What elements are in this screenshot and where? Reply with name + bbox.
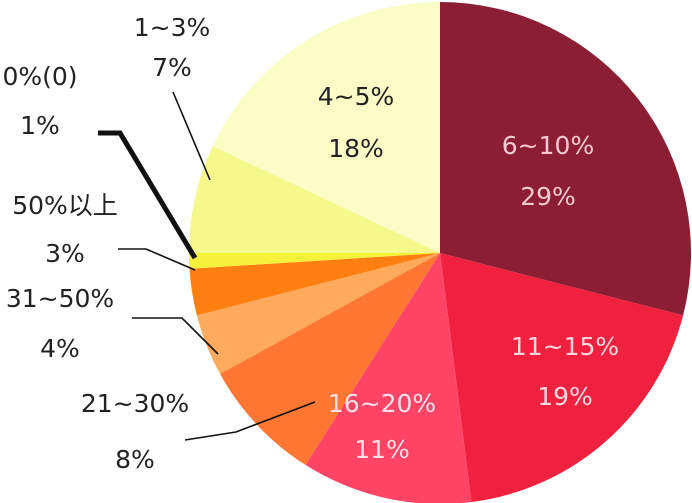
- pie-slice: [440, 253, 684, 503]
- pie-slice: [220, 253, 440, 465]
- pie-slice: [189, 253, 440, 316]
- slice-value-label: 18%: [328, 134, 384, 163]
- pie-slice: [189, 253, 440, 269]
- pie-slices: [189, 2, 691, 503]
- slice-value-label: 4%: [40, 334, 80, 363]
- slice-category-label: 11~15%: [511, 332, 619, 361]
- slice-labels: 6~10% 29% 11~15% 19% 16~20% 11% 21~30% 8% 31~50%…: [2, 13, 619, 474]
- leader-line: [172, 91, 211, 181]
- leader-line: [132, 317, 219, 355]
- slice-category-label: 50%以上: [12, 191, 118, 220]
- slice-value-label: 8%: [115, 445, 155, 474]
- leader-line: [118, 248, 196, 271]
- pie-slice: [440, 2, 691, 316]
- slice-category-label: 4~5%: [318, 82, 395, 111]
- slice-category-label: 1~3%: [134, 13, 211, 42]
- slice-value-label: 7%: [152, 53, 192, 82]
- pie-slice: [305, 253, 472, 503]
- leader-line: [184, 401, 316, 441]
- slice-value-label: 29%: [520, 182, 576, 211]
- slice-category-label: 0%(0): [2, 62, 77, 91]
- slice-category-label: 31~50%: [6, 284, 114, 313]
- pie-slice: [212, 2, 440, 253]
- slice-value-label: 11%: [354, 435, 410, 464]
- slice-category-label: 6~10%: [502, 131, 594, 160]
- slice-value-label: 1%: [20, 111, 60, 140]
- slice-category-label: 21~30%: [81, 389, 189, 418]
- leader-line: [98, 130, 198, 260]
- slice-value-label: 19%: [537, 382, 593, 411]
- slice-value-label: 3%: [45, 239, 85, 268]
- slice-category-label: 16~20%: [328, 389, 436, 418]
- pie-slice: [196, 253, 440, 374]
- leader-lines: [98, 91, 316, 441]
- pie-slice: [189, 146, 440, 253]
